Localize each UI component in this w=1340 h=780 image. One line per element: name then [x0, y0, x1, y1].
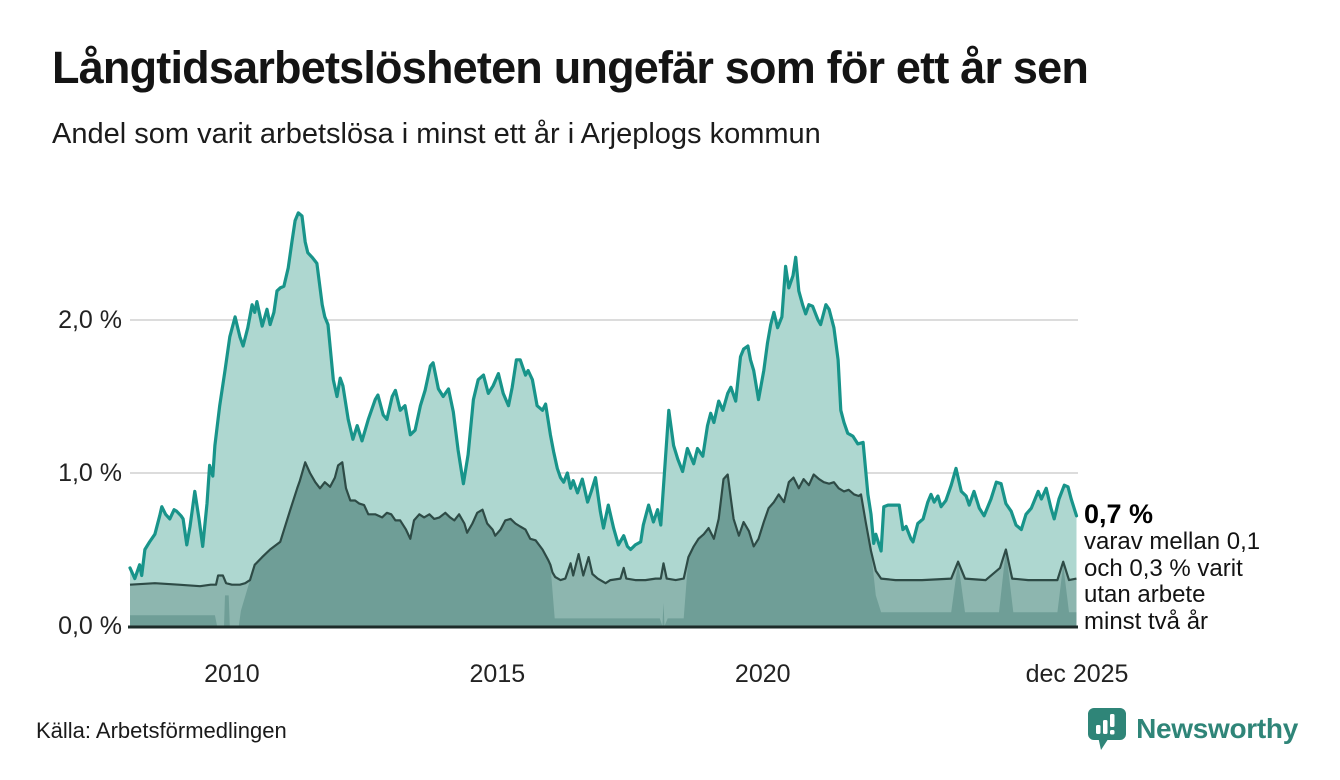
- annotation-line-2: och 0,3 % varit: [1084, 554, 1243, 582]
- newsworthy-logo: Newsworthy: [1087, 707, 1298, 758]
- y-axis-tick-0: 0,0 %: [58, 612, 122, 640]
- x-axis-tick-2015: 2015: [469, 660, 526, 688]
- page-title: Långtidsarbetslösheten ungefär som för e…: [52, 42, 1089, 93]
- x-axis-tick-2010: 2010: [204, 660, 260, 688]
- newsworthy-bubble-chart-icon: [1087, 707, 1127, 758]
- source-credit: Källa: Arbetsförmedlingen: [36, 718, 287, 743]
- annotation-line-3: utan arbete: [1084, 581, 1206, 608]
- x-axis-tick-dec-2025: dec 2025: [1025, 660, 1129, 688]
- latest-value-label: 0,7 %: [1084, 499, 1154, 529]
- x-axis-tick-2020: 2020: [734, 660, 791, 688]
- annotation-line-4: minst två år: [1084, 607, 1209, 635]
- y-axis-tick-2: 2,0 %: [58, 306, 122, 334]
- annotation-line-1: varav mellan 0,1: [1084, 528, 1261, 555]
- page-subtitle: Andel som varit arbetslösa i minst ett å…: [52, 118, 821, 150]
- newsworthy-wordmark: Newsworthy: [1136, 713, 1298, 744]
- latest-value-annotation: 0,7 % varav mellan 0,1 och 0,3 % varit u…: [1084, 499, 1260, 635]
- y-axis-tick-1: 1,0 %: [58, 459, 122, 487]
